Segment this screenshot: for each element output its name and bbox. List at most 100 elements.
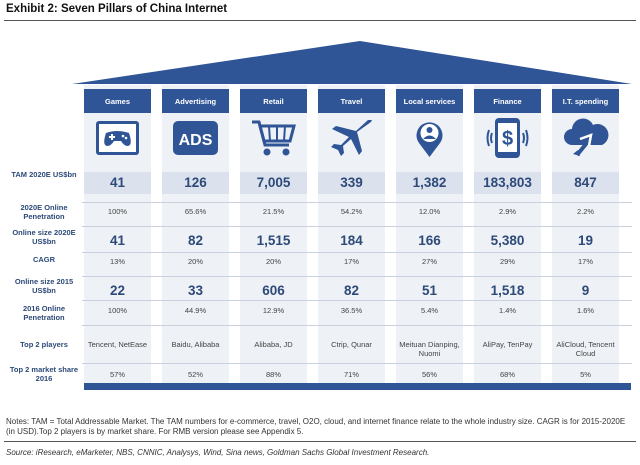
value-cell: 19 <box>577 233 594 248</box>
value-cell: 1,515 <box>256 233 291 248</box>
metric-cell: Ctrip, Qunar <box>331 340 372 349</box>
metric-cell: 12.9% <box>262 306 285 315</box>
value-cell: 82 <box>343 283 360 298</box>
metric-cell: Meituan Dianping, Nuomi <box>399 340 460 358</box>
metric-cell: 71% <box>343 370 359 379</box>
pillar-local-services: Local services 1,382 12.0% 166 27% 51 5.4% Meit… <box>396 85 463 390</box>
value-cell: 82 <box>187 233 204 248</box>
value-cell: 7,005 <box>240 172 307 194</box>
metric-cell: 44.9% <box>184 306 207 315</box>
value-cell: 339 <box>318 172 385 194</box>
metric-cell: 1.4% <box>498 306 517 315</box>
pillar-games: Games 41 100% 41 13% 22 100% Tencent, NetEase 57… <box>84 85 151 390</box>
value-cell: 9 <box>581 283 590 298</box>
pillar-header: Advertising <box>162 89 229 113</box>
row-separator <box>82 226 632 227</box>
row-label: Top 2 players <box>20 340 68 349</box>
airplane-icon <box>328 117 375 159</box>
metric-cell: Baidu, Alibaba <box>171 340 220 349</box>
pillar-header: Local services <box>396 89 463 113</box>
row-separator <box>82 325 632 326</box>
value-cell: 847 <box>552 172 619 194</box>
pillar-retail: Retail 7,005 21.5% 1,515 20% 606 12.9% Alibaba,… <box>240 85 307 390</box>
ads-icon: ADS <box>172 117 219 159</box>
value-cell: 5,380 <box>490 233 525 248</box>
value-cell: 41 <box>109 233 126 248</box>
metric-cell: 36.5% <box>340 306 363 315</box>
metric-cell: 29% <box>499 257 515 266</box>
value-cell: 166 <box>418 233 441 248</box>
row-separator <box>82 363 632 364</box>
metric-cell: 17% <box>577 257 593 266</box>
title-divider <box>4 20 636 21</box>
value-cell: 51 <box>421 283 438 298</box>
row-label: 2020E Online Penetration <box>20 203 68 221</box>
metric-cell: 21.5% <box>262 207 285 216</box>
metric-cell: AliPay, TenPay <box>482 340 533 349</box>
value-cell: 184 <box>340 233 363 248</box>
shopping-cart-icon <box>250 117 297 159</box>
row-label: Online size 2020E US$bn <box>12 228 76 246</box>
metric-cell: 2.9% <box>498 207 517 216</box>
metric-cell: 17% <box>343 257 359 266</box>
pillar-i-t-spending: I.T. spending 847 2.2% 19 17% 9 1.6% AliCloud, … <box>552 85 619 390</box>
row-separator <box>82 300 632 301</box>
metric-cell: 100% <box>107 306 128 315</box>
pillar-finance: Finance $183,803 2.9% 5,380 29% 1,518 1.4% AliP… <box>474 85 541 390</box>
row-label: Online size 2015 US$bn <box>14 277 74 295</box>
metric-cell: 12.0% <box>418 207 441 216</box>
metric-cell: 52% <box>187 370 203 379</box>
metric-cell: 68% <box>499 370 515 379</box>
pillar-advertising: Advertising ADS 126 65.6% 82 20% 33 44.9% Baidu,… <box>162 85 229 390</box>
ads-icon-text: ADS <box>179 132 213 149</box>
row-separator <box>82 202 632 203</box>
pillar-base <box>84 383 631 390</box>
row-label: CAGR <box>32 255 56 264</box>
exhibit-title: Exhibit 2: Seven Pillars of China Intern… <box>6 3 228 15</box>
value-cell: 22 <box>109 283 126 298</box>
row-label: 2016 Online Penetration <box>22 304 66 322</box>
metric-cell: 5% <box>580 370 591 379</box>
pillar-header: Games <box>84 89 151 113</box>
metric-cell: 54.2% <box>340 207 363 216</box>
notes-text: Notes: TAM = Total Addressable Market. T… <box>6 417 626 436</box>
pillar-header: Travel <box>318 89 385 113</box>
source-divider <box>4 441 636 442</box>
pillar-header: I.T. spending <box>552 89 619 113</box>
metric-cell: 20% <box>265 257 281 266</box>
metric-cell: AliCloud, Tencent Cloud <box>556 340 615 358</box>
value-cell: 126 <box>162 172 229 194</box>
metric-cell: 2.2% <box>576 207 595 216</box>
metric-cell: 27% <box>421 257 437 266</box>
cloud-icon <box>562 117 609 159</box>
value-cell: 1,382 <box>396 172 463 194</box>
metric-cell: 13% <box>109 257 125 266</box>
metric-cell: 65.6% <box>184 207 207 216</box>
row-separator <box>82 276 632 277</box>
metric-cell: 1.6% <box>576 306 595 315</box>
metric-cell: 88% <box>265 370 281 379</box>
pillar-header: Retail <box>240 89 307 113</box>
metric-cell: Tencent, NetEase <box>87 340 148 349</box>
value-cell: 606 <box>262 283 285 298</box>
value-cell: 33 <box>187 283 204 298</box>
row-separator <box>82 252 632 253</box>
row-label: Top 2 market share 2016 <box>9 365 79 383</box>
roof <box>72 41 632 84</box>
source-text: Source: iResearch, eMarketer, NBS, CNNIC… <box>6 448 430 457</box>
pillar-travel: Travel 339 54.2% 184 17% 82 36.5% Ctrip, Qunar 7… <box>318 85 385 390</box>
metric-cell: 5.4% <box>420 306 439 315</box>
value-cell: 183,803 <box>474 172 541 194</box>
metric-cell: 100% <box>107 207 128 216</box>
metric-cell: Alibaba, JD <box>254 340 293 349</box>
dollar-sign-text: $ <box>502 128 513 150</box>
row-label: TAM 2020E US$bn <box>11 170 77 179</box>
game-controller-icon <box>94 117 141 159</box>
metric-cell: 20% <box>187 257 203 266</box>
value-cell: 1,518 <box>490 283 525 298</box>
metric-cell: 56% <box>421 370 437 379</box>
metric-cell: 57% <box>109 370 125 379</box>
value-cell: 41 <box>84 172 151 194</box>
pillar-header: Finance <box>474 89 541 113</box>
mobile-payment-icon: $ <box>484 117 531 159</box>
